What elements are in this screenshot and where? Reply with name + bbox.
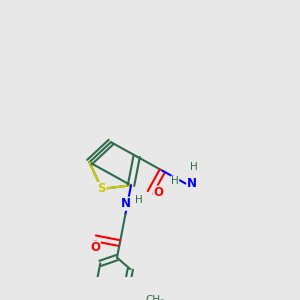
Text: CH₃: CH₃ (145, 295, 164, 300)
Text: S: S (98, 182, 106, 195)
Text: O: O (90, 241, 100, 254)
Text: H: H (171, 176, 179, 186)
Text: N: N (120, 197, 130, 210)
Text: O: O (153, 186, 163, 199)
Text: N: N (187, 177, 197, 190)
Text: H: H (135, 195, 142, 205)
Text: H: H (190, 161, 197, 172)
